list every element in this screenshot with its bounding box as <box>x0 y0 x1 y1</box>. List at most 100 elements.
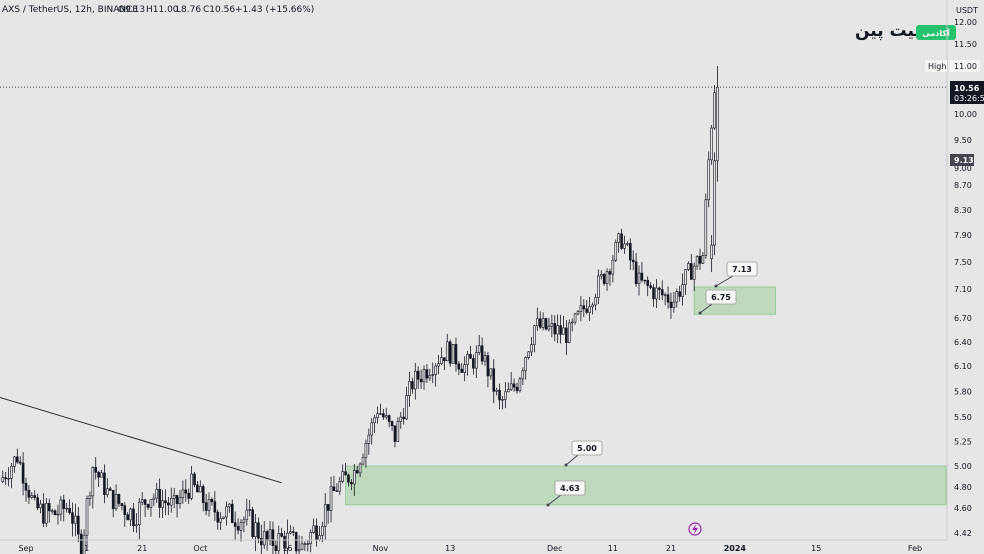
candle <box>225 501 228 526</box>
time-tick-label: 21 <box>137 544 147 553</box>
candle-body <box>396 421 400 442</box>
candle <box>384 407 388 420</box>
candle-body <box>480 345 484 362</box>
candle <box>687 261 690 272</box>
candle-body <box>576 311 580 315</box>
bar-countdown: 03:26:56 <box>954 94 984 103</box>
candle-body <box>56 513 60 516</box>
candle-body <box>518 378 522 392</box>
time-axis[interactable]: Sep 11 21 Oct 16 Nov 13 Dec 11 21 2024 15 Feb <box>0 539 947 553</box>
candle-body <box>614 241 618 261</box>
callout-pointer <box>565 454 579 466</box>
candle <box>146 503 150 511</box>
time-tick-label: 15 <box>811 544 821 553</box>
symbol-info[interactable]: AXS / TetherUS, 12h, BINANCE <box>2 5 138 15</box>
ohlc-open: O9.13 <box>118 5 145 15</box>
candle-body <box>167 502 170 506</box>
candle-body <box>303 543 307 545</box>
candle-body <box>291 531 295 533</box>
candle-body <box>544 318 548 330</box>
candle-body <box>129 508 132 521</box>
callout-anchor <box>698 311 702 315</box>
candle <box>303 541 307 551</box>
candle-body <box>547 325 551 330</box>
candle-body <box>483 355 487 362</box>
candle <box>544 317 548 331</box>
candle-body <box>509 383 513 390</box>
candle-body <box>559 325 562 335</box>
candle <box>422 365 426 390</box>
candle-body <box>408 381 411 397</box>
candle-body <box>271 529 275 547</box>
event-marker[interactable] <box>688 522 702 536</box>
candle <box>355 466 359 474</box>
candle <box>707 151 711 208</box>
price-axis[interactable]: USDT 12.0011.5010.5010.009.509.008.708.3… <box>925 0 984 540</box>
candle-body <box>178 497 182 504</box>
callout-anchor <box>564 463 568 467</box>
candle-body <box>175 495 179 504</box>
candle-body <box>463 364 466 373</box>
candle-body <box>431 374 435 376</box>
price-callout[interactable]: 6.75 <box>698 289 737 315</box>
candle <box>350 479 353 491</box>
price-callout[interactable]: 5.00 <box>564 440 603 467</box>
candle <box>437 355 440 375</box>
candle <box>652 284 655 307</box>
candle <box>617 232 620 253</box>
trendline-layer[interactable] <box>0 396 282 484</box>
price-tick-label: 4.60 <box>954 504 972 513</box>
candle-body <box>469 354 472 359</box>
candle-body <box>364 443 368 458</box>
callout-box <box>554 480 586 496</box>
candle-body <box>597 275 600 298</box>
candle-body <box>379 413 382 415</box>
academy-badge <box>916 25 956 40</box>
candle <box>611 255 615 283</box>
candle-body <box>108 488 112 491</box>
price-tick-label: 9.50 <box>954 136 972 145</box>
candle-body <box>155 488 159 499</box>
candle-body <box>646 279 650 286</box>
candle <box>91 466 95 509</box>
candle-body <box>27 489 31 498</box>
candle <box>158 478 161 518</box>
candle-body <box>344 471 347 476</box>
candle <box>15 448 19 464</box>
candle-body <box>669 301 673 308</box>
candle-body <box>591 304 594 308</box>
price-callouts[interactable]: 7.13 6.75 5.00 4.63 <box>546 261 758 507</box>
callout-anchor <box>546 503 550 507</box>
price-tick-label: 7.10 <box>954 285 972 294</box>
candle-body <box>146 504 150 508</box>
price-callout[interactable]: 4.63 <box>546 480 586 507</box>
time-tick-label: Oct <box>193 544 207 553</box>
candle <box>428 368 432 382</box>
candle <box>440 347 443 365</box>
candle <box>248 500 252 517</box>
demand-zone[interactable] <box>345 465 947 506</box>
time-tick-label: Feb <box>908 544 922 553</box>
symbol-legend[interactable]: AXS / TetherUS, 12h, BINANCE O9.13 H11.0… <box>2 5 314 15</box>
price-axis-unit: USDT <box>956 6 978 15</box>
time-tick-label: Dec <box>547 544 562 553</box>
candle-body <box>47 503 51 512</box>
candle <box>573 312 577 325</box>
candle <box>713 84 716 130</box>
candle-body <box>387 415 391 422</box>
candle-body <box>30 495 34 498</box>
candle-body <box>475 352 478 369</box>
candle-body <box>707 159 711 201</box>
trendline[interactable] <box>0 396 282 484</box>
candle-body <box>251 509 254 537</box>
event-circle[interactable] <box>688 522 702 536</box>
candle <box>506 382 510 393</box>
candle <box>210 497 214 506</box>
candle <box>608 268 612 286</box>
candle-body <box>655 287 658 300</box>
candle <box>24 477 28 503</box>
candle-body <box>634 261 638 284</box>
ohlc-high: H11.00 <box>146 5 179 15</box>
price-callout[interactable]: 7.13 <box>714 261 758 288</box>
